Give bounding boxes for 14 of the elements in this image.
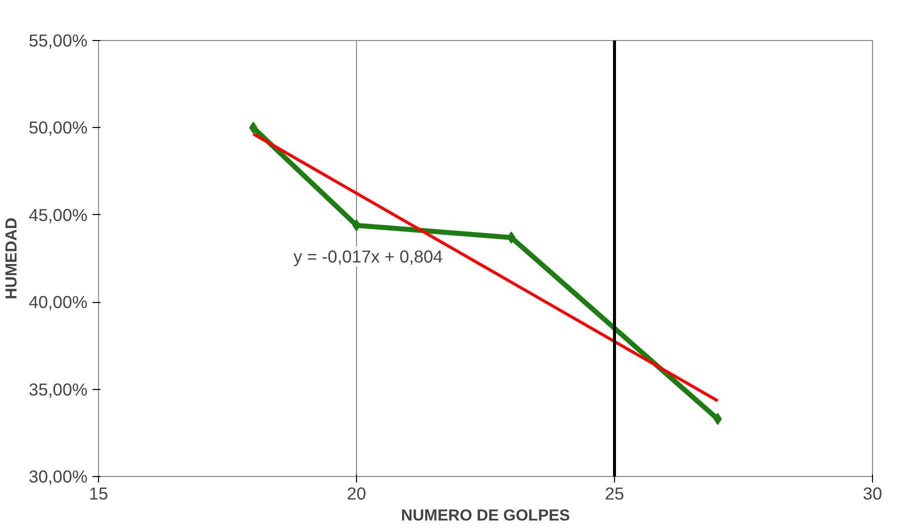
x-tick-label: 20	[346, 484, 366, 504]
y-tick-label: 55,00%	[28, 30, 88, 50]
annotation: y = -0,017x + 0,804	[294, 246, 444, 266]
x-tick-label: 15	[88, 484, 108, 504]
y-tick-label: 45,00%	[28, 204, 88, 225]
x-tick-label: 30	[862, 484, 882, 504]
point	[352, 219, 361, 232]
y-tick-label: 35,00%	[28, 379, 88, 400]
y-tick-label: 40,00%	[28, 292, 88, 312]
x-tick-label: 25	[604, 484, 624, 504]
y-tick-label: 30,00%	[28, 466, 88, 486]
y-tick-label: 50,00%	[28, 118, 88, 138]
x-axis-title: NUMERO DE GOLPES	[401, 508, 570, 524]
y-axis-title: HUMEDAD	[4, 218, 21, 300]
